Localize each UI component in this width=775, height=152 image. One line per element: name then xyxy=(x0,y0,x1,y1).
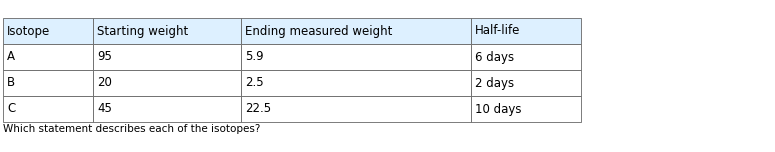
Text: Ending measured weight: Ending measured weight xyxy=(245,24,392,38)
Text: Which statement describes each of the isotopes?: Which statement describes each of the is… xyxy=(3,124,260,134)
Bar xyxy=(93,18,241,44)
Bar xyxy=(471,44,581,70)
Text: C: C xyxy=(7,102,16,116)
Text: B: B xyxy=(7,76,16,90)
Bar xyxy=(93,96,241,122)
Bar xyxy=(3,96,93,122)
Bar xyxy=(3,44,93,70)
Text: Starting weight: Starting weight xyxy=(97,24,188,38)
Text: 2.5: 2.5 xyxy=(245,76,264,90)
Text: 45: 45 xyxy=(97,102,112,116)
Bar xyxy=(3,18,93,44)
Bar xyxy=(93,44,241,70)
Bar xyxy=(241,44,471,70)
Bar xyxy=(471,70,581,96)
Bar xyxy=(93,70,241,96)
Text: A: A xyxy=(7,50,15,64)
Bar xyxy=(241,70,471,96)
Text: 22.5: 22.5 xyxy=(245,102,271,116)
Bar xyxy=(471,96,581,122)
Text: Half-life: Half-life xyxy=(475,24,520,38)
Bar xyxy=(471,18,581,44)
Text: 6 days: 6 days xyxy=(475,50,514,64)
Bar xyxy=(3,70,93,96)
Text: 95: 95 xyxy=(97,50,112,64)
Bar xyxy=(241,18,471,44)
Text: Isotope: Isotope xyxy=(7,24,50,38)
Bar xyxy=(241,96,471,122)
Text: 10 days: 10 days xyxy=(475,102,522,116)
Text: 20: 20 xyxy=(97,76,112,90)
Text: 5.9: 5.9 xyxy=(245,50,264,64)
Text: 2 days: 2 days xyxy=(475,76,514,90)
